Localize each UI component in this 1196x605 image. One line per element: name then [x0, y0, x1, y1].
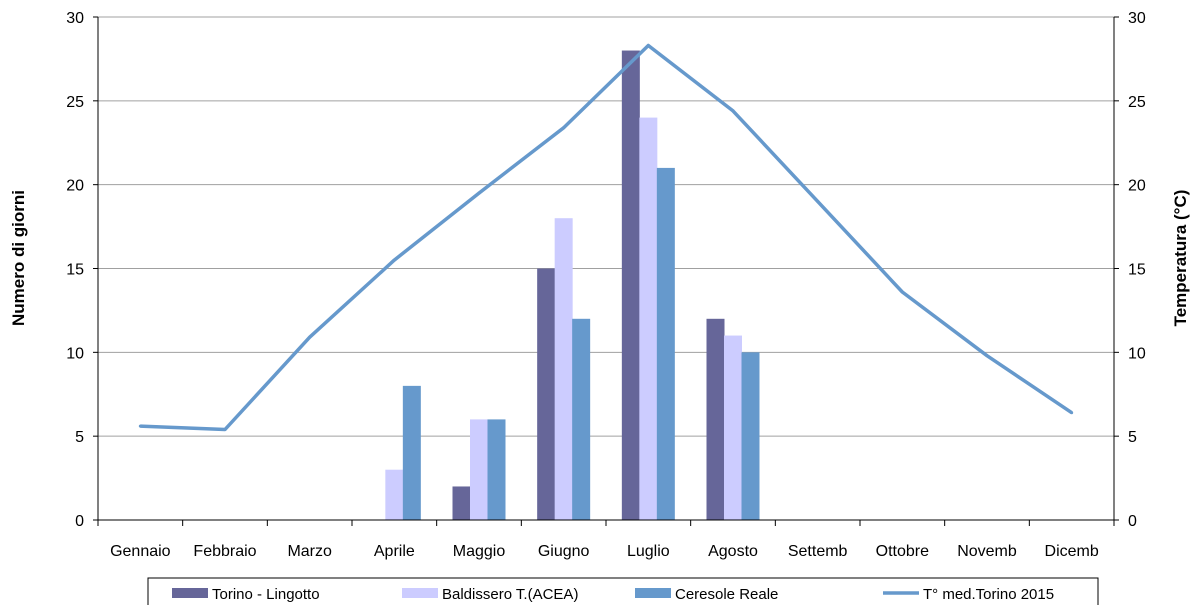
left-tick-label: 30	[66, 10, 84, 27]
temperature-line-group	[138, 43, 1074, 432]
bars	[385, 50, 760, 521]
left-tick-label: 20	[66, 178, 84, 195]
left-tick-label: 25	[66, 94, 84, 111]
legend-box	[147, 577, 1099, 605]
legend: Torino - Lingotto Baldissero T.(ACEA) Cere…	[147, 577, 1099, 605]
y-axis-title-left: Numero di giorni	[9, 190, 28, 326]
legend-swatch	[402, 588, 438, 598]
bar-3	[572, 318, 591, 520]
x-tick-label: Ottobre	[876, 543, 929, 560]
line-point	[138, 424, 142, 428]
x-tick-label: Dicemb	[1045, 543, 1099, 560]
legend-label-2: Baldissero T.(ACEA)	[442, 586, 578, 603]
left-axis-ticks: 0 5 10 15 20 25 30	[66, 10, 98, 530]
x-tick-label: Novemb	[957, 543, 1017, 560]
x-tick-label: Giugno	[538, 543, 590, 560]
bar-2	[470, 419, 488, 520]
bar-1	[621, 50, 640, 521]
left-tick-label: 5	[75, 429, 84, 446]
line-point	[646, 44, 650, 48]
x-tick-label: Maggio	[453, 543, 506, 560]
left-tick-label: 10	[66, 345, 84, 362]
right-tick-label: 10	[1128, 345, 1146, 362]
x-tick-label: Aprile	[374, 543, 415, 560]
x-tick-label: Settemb	[788, 543, 848, 560]
x-tick-label: Luglio	[627, 543, 670, 560]
line-point	[562, 126, 566, 130]
temperature-line	[140, 43, 1073, 432]
right-tick-label: 20	[1128, 178, 1146, 195]
bar-2	[554, 218, 573, 520]
x-axis-ticks: Gennaio Febbraio Marzo Aprile Maggio Giugno Lu…	[97, 520, 1115, 560]
line-point	[392, 258, 396, 262]
x-tick-label: Marzo	[287, 543, 332, 560]
legend-swatch	[172, 588, 208, 598]
bar-3	[656, 167, 675, 520]
left-tick-label: 0	[75, 513, 84, 530]
x-tick-label: Agosto	[708, 543, 758, 560]
line-point	[477, 191, 481, 195]
bar-3	[741, 352, 760, 520]
bar-2	[724, 335, 742, 520]
x-tick-label: Gennaio	[110, 543, 171, 560]
right-tick-label: 25	[1128, 94, 1146, 111]
legend-label-4: T° med.Torino 2015	[923, 586, 1054, 603]
bar-3	[487, 419, 506, 520]
line-point	[223, 427, 227, 431]
line-point	[816, 199, 820, 203]
right-tick-label: 5	[1128, 429, 1137, 446]
legend-label-1: Torino - Lingotto	[212, 586, 320, 603]
right-tick-label: 15	[1128, 262, 1146, 279]
bar-1	[537, 268, 556, 520]
left-tick-label: 15	[66, 262, 84, 279]
line-point	[308, 335, 312, 339]
bar-1	[706, 318, 725, 520]
legend-label-3: Ceresole Reale	[675, 586, 778, 603]
bar-3	[402, 385, 421, 520]
right-axis-ticks: 0 5 10 15 20 25 30	[1114, 10, 1146, 530]
right-tick-label: 0	[1128, 513, 1137, 530]
y-axis-title-right: Temperatura (°C)	[1171, 190, 1190, 327]
legend-swatch	[635, 588, 671, 598]
line-point	[731, 109, 735, 113]
line-point	[1070, 411, 1074, 415]
right-tick-label: 30	[1128, 10, 1146, 27]
x-tick-label: Febbraio	[193, 543, 256, 560]
gridlines	[98, 16, 1114, 437]
bar-1	[452, 486, 471, 520]
line-point	[985, 354, 989, 358]
bar-2	[385, 469, 404, 520]
line-point	[900, 290, 904, 294]
bar-2	[639, 117, 658, 520]
